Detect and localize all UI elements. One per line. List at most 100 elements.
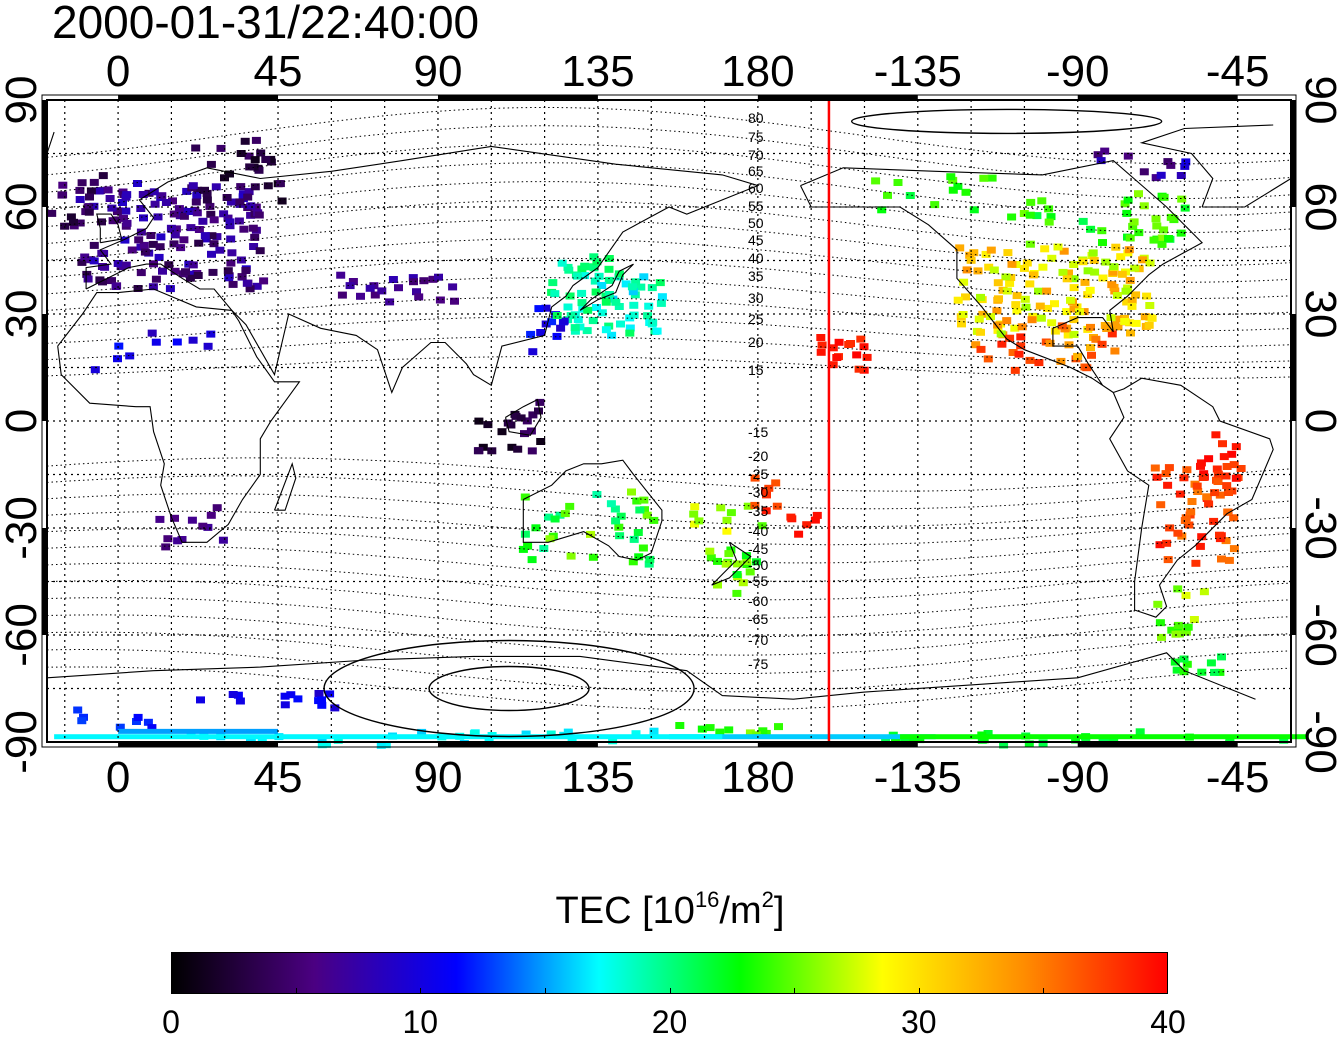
tec-cell	[337, 291, 347, 299]
magnetic-contour	[46, 510, 1292, 546]
tec-cell	[999, 741, 1009, 749]
tec-cell	[235, 697, 245, 705]
tec-cell	[616, 512, 626, 520]
tec-cell	[1047, 319, 1057, 327]
tec-cell	[1016, 333, 1026, 341]
tec-cell	[219, 210, 229, 218]
tec-cell	[588, 553, 598, 561]
tec-cell	[1204, 455, 1214, 463]
frame-outer	[41, 94, 1297, 748]
tec-cell	[89, 241, 99, 249]
magnetic-contour	[46, 475, 1292, 510]
tec-cell	[1231, 443, 1241, 451]
tec-cell	[250, 183, 260, 191]
tec-cell	[1066, 296, 1075, 304]
tec-cell	[82, 270, 92, 278]
tec-cell	[1112, 315, 1122, 323]
tec-cell	[1027, 316, 1037, 324]
x-tick-label-bottom: 90	[413, 753, 462, 802]
tec-map: 8075706560555045403530252015-15-20-25-30…	[0, 47, 1340, 802]
tec-cell	[150, 200, 160, 208]
tec-cell	[1122, 209, 1132, 217]
tec-cell	[604, 255, 614, 262]
tec-cell	[1166, 213, 1176, 221]
tec-cell	[580, 272, 590, 280]
tec-cell	[541, 320, 551, 328]
tec-cell	[706, 554, 716, 562]
tec-cell	[164, 261, 174, 269]
tec-cell	[1116, 253, 1126, 261]
tec-cell	[971, 341, 981, 349]
contour-label: 30	[748, 290, 764, 306]
tec-cell	[507, 443, 517, 451]
tec-cell	[254, 211, 264, 219]
contour-label: 35	[748, 268, 764, 284]
tec-cell	[428, 275, 438, 283]
tec-cell	[761, 507, 771, 515]
tec-cell	[1212, 465, 1222, 473]
tec-cell	[969, 206, 979, 214]
tec-cell	[1157, 234, 1167, 242]
tec-cell	[647, 284, 657, 292]
tec-cell	[1210, 489, 1220, 497]
tec-cell	[200, 186, 209, 194]
frame-scale-bottom	[1077, 742, 1238, 747]
magnetic-contour	[46, 493, 1292, 528]
tec-cell	[520, 430, 529, 438]
tec-cell	[186, 730, 196, 738]
tec-cell	[1005, 279, 1015, 287]
tec-cell	[526, 427, 536, 435]
tec-cell	[1221, 472, 1231, 480]
tec-cell	[1211, 431, 1221, 439]
x-tick-label-bottom: 180	[721, 753, 794, 802]
tec-cell	[993, 279, 1003, 287]
tec-cell	[625, 324, 635, 332]
tec-cell	[206, 210, 216, 218]
tec-cell	[1036, 314, 1046, 322]
tec-cell	[547, 318, 557, 326]
tec-cell	[588, 317, 598, 325]
tec-cell	[758, 727, 768, 735]
tec-cell	[611, 517, 621, 525]
tec-cell	[984, 263, 994, 271]
tec-cell	[134, 236, 144, 244]
tec-cell	[122, 219, 132, 227]
tec-cell	[154, 253, 164, 261]
tec-cell	[1223, 508, 1233, 516]
tec-cell	[705, 547, 715, 555]
tec-cell	[73, 706, 83, 714]
tec-cell	[961, 293, 970, 301]
y-tick-label-right: -30	[1296, 496, 1340, 560]
tec-polar-strip	[118, 728, 279, 734]
tec-cell	[1199, 588, 1209, 596]
tec-cell	[828, 361, 838, 369]
tec-cell	[168, 197, 177, 205]
tec-cell	[75, 186, 85, 194]
tec-cell	[1100, 147, 1110, 155]
tec-cell	[948, 176, 958, 184]
tec-cell	[1091, 335, 1101, 343]
tec-cell	[174, 205, 184, 213]
tec-cell	[194, 239, 204, 247]
contour-label: 65	[748, 163, 764, 179]
tec-cell	[1175, 490, 1185, 498]
tec-cell	[188, 261, 198, 269]
frame-scale-bottom	[437, 742, 598, 747]
tec-cell	[817, 341, 827, 349]
tec-cell	[632, 497, 642, 505]
tec-cell	[786, 513, 796, 521]
tec-cell	[645, 555, 655, 563]
y-tick-label-right: 0	[1296, 409, 1340, 433]
tec-cell	[1186, 508, 1196, 516]
tec-cell	[236, 183, 246, 191]
tec-cell	[286, 691, 296, 699]
tec-cell	[1069, 284, 1079, 292]
tec-cell	[634, 553, 644, 561]
tec-cell	[690, 503, 700, 511]
tec-cell	[527, 447, 537, 455]
tec-cell	[1053, 243, 1063, 251]
tec-cell	[256, 149, 266, 157]
tec-cell	[563, 263, 573, 271]
tec-cell	[208, 268, 218, 276]
tec-cell	[114, 342, 124, 350]
